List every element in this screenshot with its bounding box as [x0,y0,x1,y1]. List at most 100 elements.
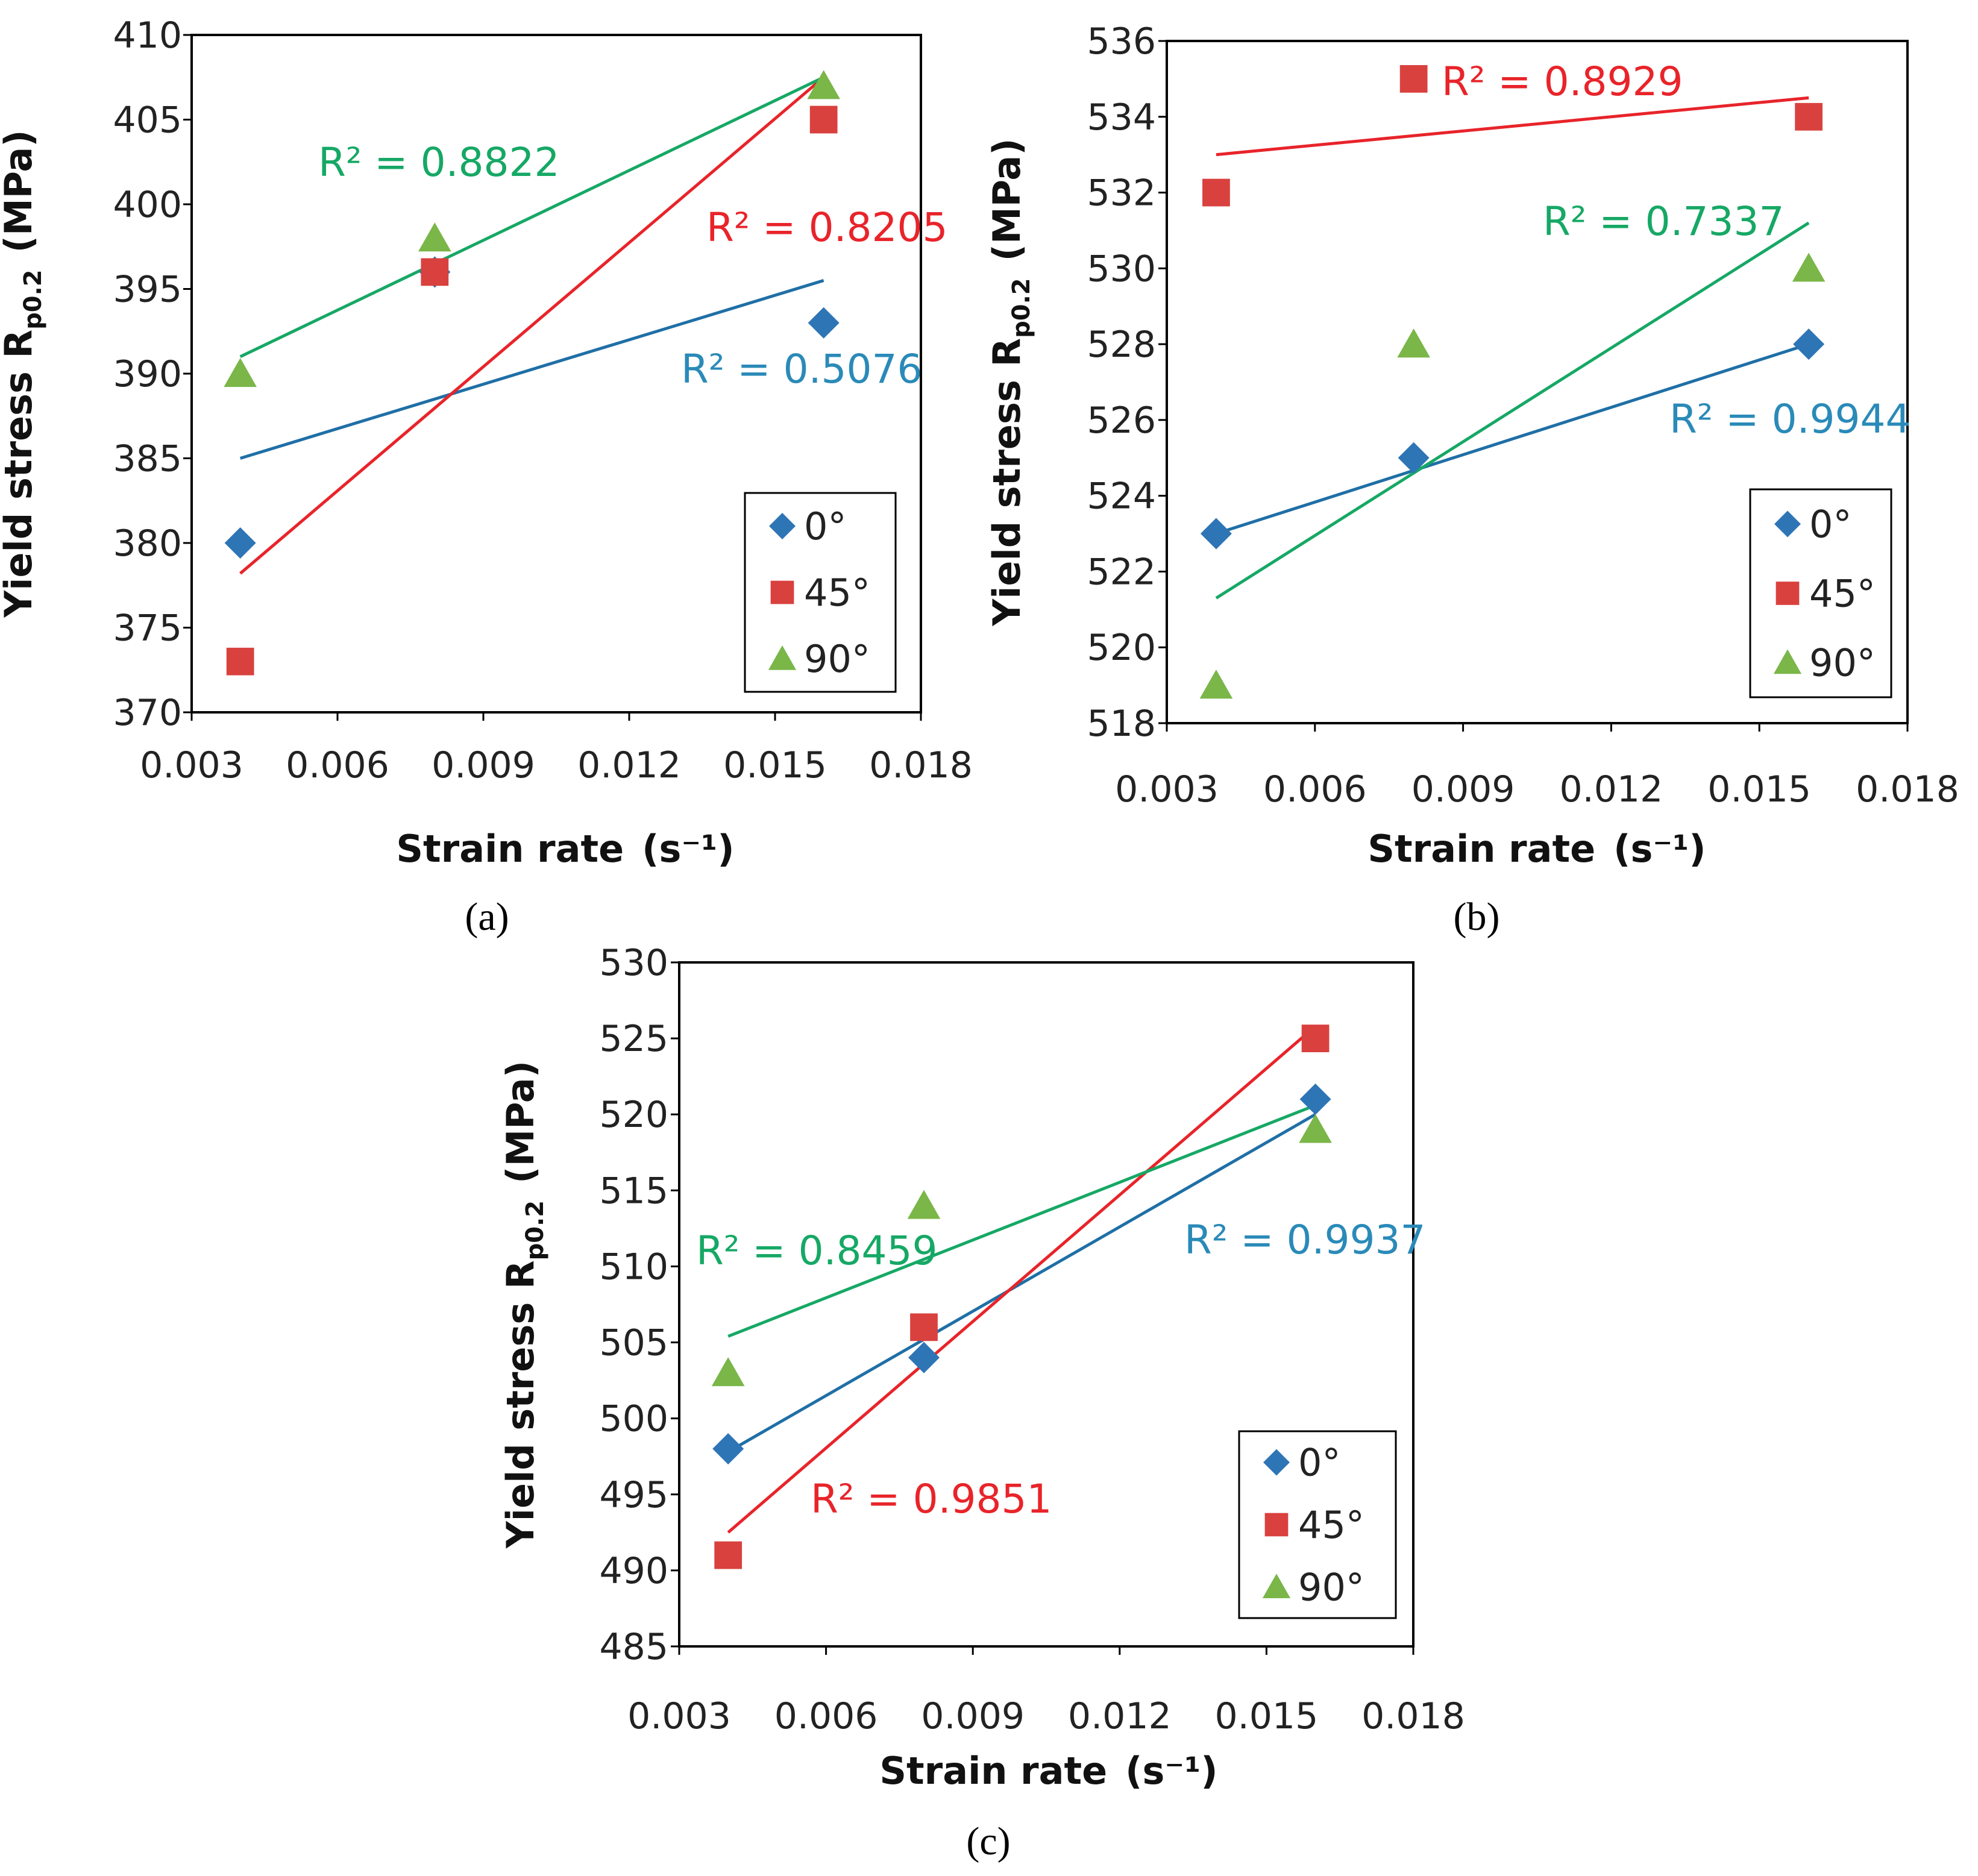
legend-marker-0deg [1263,1449,1290,1476]
marker-45deg [910,1313,938,1341]
marker-0deg [908,1341,940,1373]
trendline-0deg [1216,342,1809,535]
y-axis-label: Yield stress Rp0.2 (MPa) [0,130,47,618]
marker-45deg [1399,65,1428,93]
trendline-0deg [239,279,824,460]
y-tick-label: 536 [1087,20,1156,63]
marker-90deg [711,1357,745,1387]
x-tick-label: 0.003 [627,1695,731,1737]
x-axis-label: Strain rate (s⁻¹) [879,1749,1217,1793]
legend-marker-90deg [1773,649,1802,674]
panel-caption: (c) [966,1819,1010,1863]
y-tick-label: 380 [113,522,182,565]
legend-marker-45deg [770,580,794,604]
marker-45deg [809,105,838,134]
y-tick-label: 405 [113,99,182,142]
marker-90deg [224,358,257,387]
x-axis-unit: (s⁻¹) [1125,1749,1217,1793]
panel-caption: (b) [1454,895,1500,939]
x-tick-label: 0.006 [774,1695,878,1737]
r2-label-0deg: R² = 0.9937 [1184,1217,1426,1263]
y-axis-label: Yield stress Rp0.2 (MPa) [985,138,1035,626]
trendline-45deg [1216,96,1809,157]
marker-90deg [1792,253,1826,282]
marker-90deg [418,222,451,252]
legend-marker-45deg [1775,582,1800,605]
y-axis-unit: (MPa) [0,130,40,253]
marker-0deg [808,307,840,339]
r2-label-45deg: R² = 0.8929 [1442,58,1683,105]
y-tick-label: 385 [113,438,182,480]
legend-label: 45° [1298,1503,1364,1547]
y-axis-title: Yield stress R [0,330,40,618]
x-tick-label: 0.018 [869,744,973,786]
marker-90deg [907,1190,941,1219]
x-tick-label: 0.006 [286,744,389,786]
marker-0deg [1200,518,1232,550]
y-tick-label: 528 [1087,324,1156,366]
y-tick-label: 534 [1087,96,1156,139]
y-tick-label: 530 [599,942,668,984]
marker-45deg [421,258,449,286]
caption-text: (b) [1454,895,1500,939]
x-axis-title: Strain rate [1367,827,1595,871]
legend: 0° 45° 90° [1749,488,1892,698]
y-tick-label: 395 [113,269,182,311]
x-axis-title: Strain rate [879,1749,1107,1793]
marker-45deg [714,1541,743,1569]
y-axis-subscript: p0.2 [19,269,47,330]
marker-90deg [1397,328,1430,358]
x-axis-label: Strain rate (s⁻¹) [396,827,734,871]
marker-45deg [1795,102,1823,131]
x-tick-label: 0.012 [577,744,681,786]
marker-90deg [1299,1114,1332,1143]
x-tick-label: 0.012 [1068,1695,1172,1737]
panel-caption: (a) [465,895,509,939]
chart-panel-b: 518 520 522 524 526 528 530 532 534 536 0.003 0.006… [985,20,1959,939]
x-tick-label: 0.003 [1115,768,1219,811]
legend-box [1749,488,1892,698]
marker-90deg [1199,670,1233,699]
trendline-0deg [727,1113,1316,1454]
y-tick-label: 524 [1087,475,1156,518]
y-tick-label: 485 [599,1626,668,1668]
y-tick-label: 530 [1087,248,1156,290]
r2-label-90deg: R² = 0.7337 [1543,198,1785,245]
legend-label: 90° [804,637,870,681]
y-axis-subscript: p0.2 [1008,278,1035,338]
legend-label: 90° [1298,1565,1364,1609]
caption-text: (a) [465,895,509,939]
r2-label-45deg: R² = 0.8205 [706,204,948,251]
x-tick-label: 0.015 [723,744,827,786]
x-tick-label: 0.015 [1707,768,1811,811]
y-axis-title: Yield stress R [985,338,1029,627]
y-tick-label: 525 [599,1018,668,1060]
trendline-90deg [727,1103,1316,1338]
marker-90deg [807,70,840,99]
y-tick-label: 518 [1087,703,1156,745]
y-axis-subscript: p0.2 [521,1200,549,1261]
y-tick-label: 410 [113,14,182,57]
marker-0deg [1793,328,1825,360]
y-tick-label: 532 [1087,172,1156,215]
r2-label-90deg: R² = 0.8459 [696,1228,938,1274]
y-tick-label: 526 [1087,400,1156,442]
legend-label: 0° [1298,1441,1340,1485]
y-axis-title: Yield stress R [498,1260,542,1549]
y-tick-label: 500 [599,1398,668,1440]
y-tick-label: 520 [599,1094,668,1136]
legend-label: 45° [1809,572,1876,616]
caption-text: (c) [966,1819,1010,1863]
legend: 0° 45° 90° [1238,1430,1397,1619]
y-tick-label: 515 [599,1170,668,1212]
x-tick-label: 0.009 [921,1695,1025,1737]
x-tick-label: 0.012 [1560,768,1663,811]
y-tick-label: 505 [599,1322,668,1364]
marker-0deg [224,527,256,559]
legend-marker-0deg [769,513,796,539]
r2-label-45deg: R² = 0.9851 [811,1476,1052,1522]
marker-0deg [712,1433,744,1465]
y-axis-unit: (MPa) [985,138,1029,261]
legend-marker-90deg [768,645,797,670]
